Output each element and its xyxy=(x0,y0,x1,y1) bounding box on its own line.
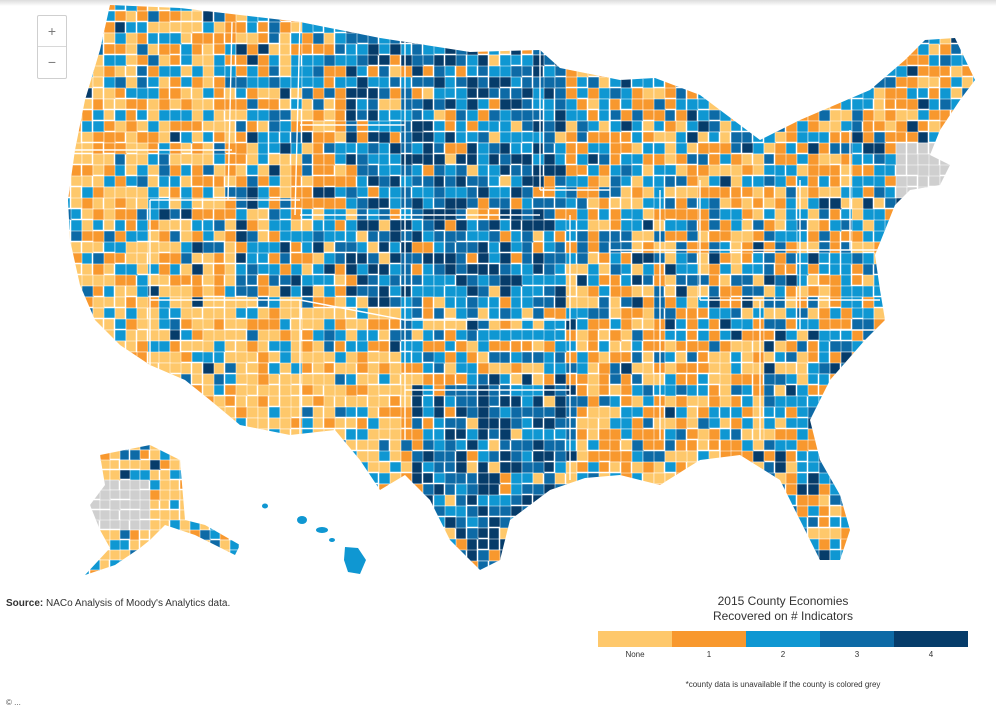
legend-title-block: 2015 County Economies Recovered on # Ind… xyxy=(598,594,968,624)
source-text: NACo Analysis of Moody's Analytics data. xyxy=(43,598,231,609)
alaska-counties xyxy=(85,445,240,575)
legend-swatch-4 xyxy=(894,631,968,647)
legend-footnote: *county data is unavailable if the count… xyxy=(685,680,881,689)
zoom-in-button[interactable]: + xyxy=(47,23,57,39)
legend-label-1: 1 xyxy=(706,650,712,659)
legend-title: 2015 County Economies xyxy=(717,594,849,608)
contiguous-us-counties xyxy=(68,5,975,570)
zoom-divider xyxy=(38,46,66,47)
zoom-out-button[interactable]: − xyxy=(47,54,57,70)
zoom-control: + − xyxy=(37,15,67,79)
legend-swatch-3 xyxy=(820,631,894,647)
legend-label-3: 3 xyxy=(854,650,860,659)
legend-label-0: None xyxy=(625,650,645,659)
legend-label-4: 4 xyxy=(928,650,934,659)
legend-swatch-1 xyxy=(672,631,746,647)
legend-swatch-0 xyxy=(598,631,672,647)
legend-swatch-2 xyxy=(746,631,820,647)
source-note: Source: NACo Analysis of Moody's Analyti… xyxy=(6,598,230,609)
legend-labels: None 1 2 3 4 xyxy=(598,650,968,659)
legend-color-bar xyxy=(598,631,968,647)
source-label: Source: xyxy=(6,598,44,609)
legend-subtitle: Recovered on # Indicators xyxy=(712,609,854,623)
state-boundaries xyxy=(75,21,880,480)
legend-label-2: 2 xyxy=(780,650,786,659)
us-county-map[interactable] xyxy=(0,0,996,590)
top-shadow xyxy=(0,0,996,6)
hawaii-islands xyxy=(262,503,366,574)
